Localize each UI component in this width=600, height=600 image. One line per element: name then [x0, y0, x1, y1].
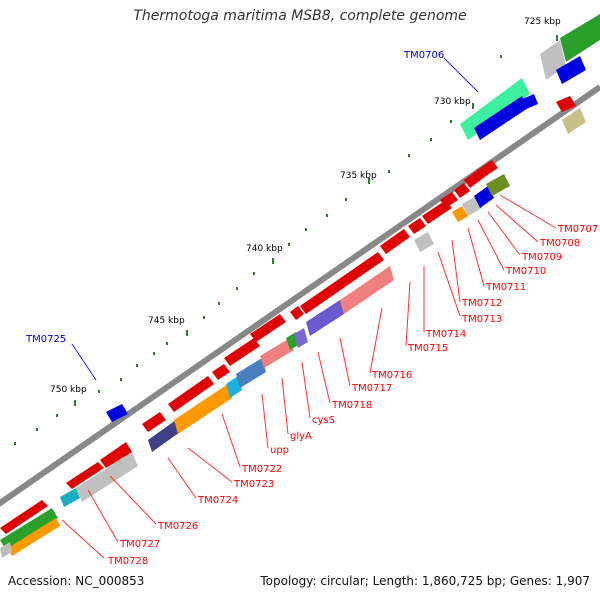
gene-arrow-red [142, 412, 166, 432]
gene-arrow-red [168, 376, 214, 412]
feature-green [0, 508, 58, 550]
gene-label[interactable]: TM0727 [119, 539, 160, 550]
feature-pink [340, 266, 394, 314]
scale-label: 745 kbp [148, 316, 185, 326]
scale-labels: 725 kbp 730 kbp 735 kbp 740 kbp 745 kbp … [50, 17, 561, 395]
gene-label[interactable]: TM0715 [407, 343, 448, 354]
feature-cyan [60, 488, 80, 507]
feature-orange [8, 518, 60, 556]
genome-summary: Topology: circular; Length: 1,860,725 bp… [260, 574, 590, 588]
scale-dots [14, 55, 502, 445]
feature-blue [556, 56, 586, 84]
scale-label: 730 kbp [434, 97, 471, 107]
gene-label[interactable]: TM0718 [331, 400, 372, 411]
feature-olive-light [562, 108, 586, 134]
feature-grey [0, 542, 12, 558]
gene-arrow-red [464, 168, 486, 188]
gene-label[interactable]: TM0708 [539, 238, 580, 249]
gene-label[interactable]: TM0709 [521, 252, 562, 263]
gene-arrow-red [408, 218, 426, 234]
gene-label[interactable]: TM0706 [403, 50, 444, 61]
feature-green [560, 14, 600, 62]
feature-spring [460, 78, 530, 140]
gene-arrow-red [300, 252, 384, 314]
gene-label[interactable]: TM0728 [107, 556, 148, 567]
feature-violet [294, 328, 308, 348]
gene-labels-red: TM0707 TM0708 TM0709 TM0710 TM0711 TM071… [107, 224, 598, 567]
gene-arrow-red [290, 306, 304, 320]
gene-label[interactable]: cysS [312, 415, 335, 426]
gene-label[interactable]: TM0717 [351, 383, 392, 394]
gene-arrow-red [66, 462, 104, 489]
gene-arrow-red [440, 192, 458, 208]
feature-orange [452, 206, 468, 222]
scale-ticks [74, 35, 558, 406]
gene-arrow-red [394, 229, 410, 244]
gene-label[interactable]: upp [270, 445, 289, 456]
feature-cyan [226, 376, 242, 398]
gene-label[interactable]: TM0723 [233, 479, 274, 490]
gene-arrow-red [556, 96, 576, 112]
blue-leader-lines [71, 57, 479, 381]
gene-label[interactable]: TM0725 [25, 334, 66, 345]
feature-navy [148, 420, 180, 452]
feature-blue [474, 186, 494, 208]
gene-arrow-red [212, 364, 230, 380]
gene-arrow-red [100, 442, 132, 468]
feature-grey [414, 232, 434, 252]
feature-steel [236, 358, 266, 388]
gene-label[interactable]: TM0714 [425, 329, 466, 340]
gene-arrow-red [250, 314, 286, 342]
feature-violet [306, 300, 344, 336]
gene-label[interactable]: TM0707 [557, 224, 598, 235]
gene-label[interactable]: TM0722 [241, 464, 282, 475]
leader-lines [61, 194, 557, 559]
gene-label[interactable]: TM0711 [485, 282, 526, 293]
gene-arrow-red [380, 236, 400, 254]
scale-label: 740 kbp [246, 244, 283, 254]
gene-arrow-red [480, 160, 498, 176]
gene-labels-blue: TM0706 TM0725 [25, 50, 444, 345]
gene-label[interactable]: TM0713 [461, 314, 502, 325]
accession-label: Accession: NC_000853 [8, 574, 145, 588]
inner-features [0, 14, 600, 558]
genome-backbone [0, 84, 600, 507]
gene-arrow-red [0, 500, 48, 534]
feature-pink [260, 338, 294, 368]
feature-grey [76, 452, 138, 502]
gene-arrow-blue [106, 404, 128, 422]
scale-label: 725 kbp [524, 17, 561, 27]
gene-label[interactable]: TM0712 [461, 298, 502, 309]
feature-olive [486, 174, 510, 196]
scale-label: 750 kbp [50, 385, 87, 395]
feature-blue [474, 96, 528, 140]
gene-label[interactable]: glyA [290, 431, 312, 442]
gene-label[interactable]: TM0710 [505, 266, 546, 277]
scale-label: 735 kbp [340, 171, 377, 181]
genome-title: Thermotoga maritima MSB8, complete genom… [133, 8, 467, 24]
gene-label[interactable]: TM0726 [157, 521, 198, 532]
gene-arrow-red [224, 338, 260, 366]
outer-genes [0, 94, 576, 534]
gene-label[interactable]: TM0716 [371, 370, 412, 381]
gene-label[interactable]: TM0724 [197, 495, 238, 506]
gene-arrow-red [454, 183, 470, 198]
feature-orange [174, 384, 232, 434]
